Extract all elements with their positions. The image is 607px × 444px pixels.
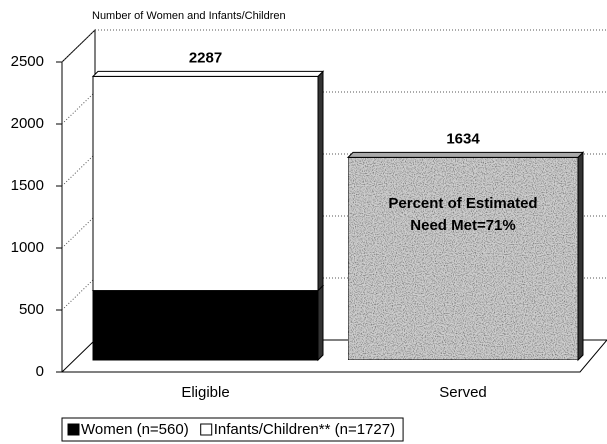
legend-box — [61, 417, 404, 442]
grid-line-side — [61, 277, 96, 311]
y-tick-label: 2500 — [11, 53, 44, 70]
x-tick-label: Eligible — [181, 384, 229, 401]
bar-side — [317, 284, 324, 362]
bar-side — [577, 151, 584, 362]
y-tick-label: 0 — [36, 363, 44, 380]
annotation: Need Met=71% — [410, 217, 515, 234]
y-tick-label: 500 — [19, 301, 44, 318]
legend-swatch — [200, 423, 213, 436]
x-tick-label: Served — [439, 384, 487, 401]
bar-top — [346, 151, 585, 158]
annotation: Percent of Estimated — [388, 195, 537, 212]
grid-line-side — [61, 215, 96, 249]
grid-line-side — [61, 153, 96, 187]
floor — [60, 339, 607, 373]
legend-label: Women (n=560) — [81, 421, 189, 438]
grid-line-side — [61, 91, 96, 125]
total-label: 1634 — [446, 130, 480, 147]
bar — [92, 290, 319, 361]
bar — [347, 156, 579, 361]
y-axis-label: Number of Women and Infants/Children — [92, 10, 286, 22]
bar-side — [317, 70, 324, 292]
legend: Women (n=560) Infants/Children** (n=1727) — [61, 417, 404, 442]
y-tick-label: 2000 — [11, 115, 44, 132]
bar-top — [91, 70, 325, 77]
legend-label: Infants/Children** (n=1727) — [214, 421, 395, 438]
y-tick-label: 1000 — [11, 239, 44, 256]
total-label: 2287 — [189, 49, 222, 66]
legend-swatch — [67, 423, 80, 436]
bar — [92, 75, 319, 292]
y-tick-label: 1500 — [11, 177, 44, 194]
left-wall — [61, 28, 96, 372]
